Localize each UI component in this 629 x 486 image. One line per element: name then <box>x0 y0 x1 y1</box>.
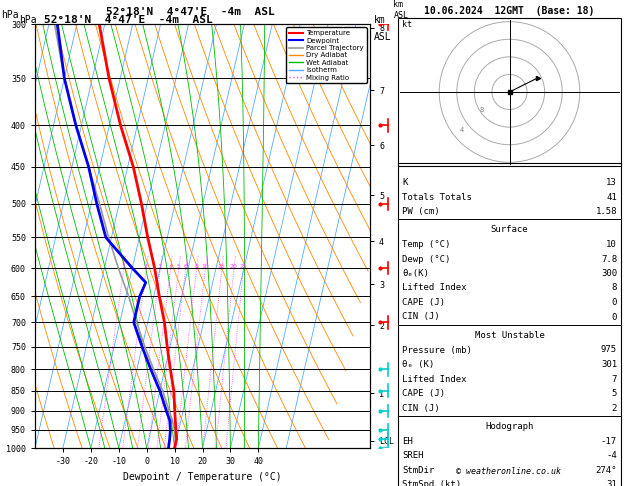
Text: 300: 300 <box>601 269 617 278</box>
Text: 25: 25 <box>240 264 247 269</box>
Text: 0: 0 <box>611 298 617 307</box>
Text: 7.8: 7.8 <box>601 255 617 263</box>
Text: 4: 4 <box>460 127 464 133</box>
Text: 2: 2 <box>144 264 148 269</box>
Bar <box>398 163 621 486</box>
Text: 1.58: 1.58 <box>596 207 617 216</box>
Text: 52°18'N  4°47'E  -4m  ASL: 52°18'N 4°47'E -4m ASL <box>106 7 274 17</box>
Text: 41: 41 <box>606 192 617 202</box>
Text: Pressure (mb): Pressure (mb) <box>402 346 472 354</box>
Text: hPa: hPa <box>19 15 36 25</box>
Text: CIN (J): CIN (J) <box>402 403 440 413</box>
Text: 2: 2 <box>611 403 617 413</box>
Text: CAPE (J): CAPE (J) <box>402 389 445 398</box>
Text: 52°18'N  4°47'E  -4m  ASL: 52°18'N 4°47'E -4m ASL <box>44 15 213 25</box>
Text: Temp (°C): Temp (°C) <box>402 240 450 249</box>
Text: EH: EH <box>402 436 413 446</box>
Text: hPa: hPa <box>1 10 19 20</box>
Text: 301: 301 <box>601 360 617 369</box>
Text: Lifted Index: Lifted Index <box>402 375 467 383</box>
Text: 15: 15 <box>218 264 226 269</box>
Text: 8: 8 <box>194 264 198 269</box>
Text: Dewp (°C): Dewp (°C) <box>402 255 450 263</box>
Text: 7: 7 <box>611 375 617 383</box>
Text: θₑ(K): θₑ(K) <box>402 269 429 278</box>
X-axis label: Dewpoint / Temperature (°C): Dewpoint / Temperature (°C) <box>123 471 282 482</box>
Text: -17: -17 <box>601 436 617 446</box>
Text: θₑ (K): θₑ (K) <box>402 360 434 369</box>
Text: km: km <box>374 15 386 25</box>
Text: PW (cm): PW (cm) <box>402 207 440 216</box>
Text: -4: -4 <box>606 451 617 460</box>
Legend: Temperature, Dewpoint, Parcel Trajectory, Dry Adiabat, Wet Adiabat, Isotherm, Mi: Temperature, Dewpoint, Parcel Trajectory… <box>286 28 367 84</box>
Text: © weatheronline.co.uk: © weatheronline.co.uk <box>457 467 562 476</box>
Text: 3: 3 <box>158 264 162 269</box>
Text: 274°: 274° <box>596 466 617 474</box>
Text: 8: 8 <box>479 107 484 113</box>
Text: 4: 4 <box>169 264 172 269</box>
Text: 1: 1 <box>121 264 125 269</box>
Text: SREH: SREH <box>402 451 423 460</box>
Text: CIN (J): CIN (J) <box>402 312 440 322</box>
Text: kt: kt <box>402 20 412 29</box>
Bar <box>398 18 621 166</box>
Text: Surface: Surface <box>491 226 528 235</box>
Text: 8: 8 <box>611 283 617 293</box>
Text: Lifted Index: Lifted Index <box>402 283 467 293</box>
Text: 10: 10 <box>606 240 617 249</box>
Text: 20: 20 <box>230 264 238 269</box>
Text: Hodograph: Hodograph <box>486 422 533 431</box>
Text: StmSpd (kt): StmSpd (kt) <box>402 480 461 486</box>
Text: StmDir: StmDir <box>402 466 434 474</box>
Text: Most Unstable: Most Unstable <box>474 331 545 340</box>
Text: ASL: ASL <box>374 32 392 42</box>
Text: 13: 13 <box>606 178 617 187</box>
Text: km
ASL: km ASL <box>394 0 408 20</box>
Text: Totals Totals: Totals Totals <box>402 192 472 202</box>
Text: 5: 5 <box>177 264 181 269</box>
Text: 0: 0 <box>611 312 617 322</box>
Text: 5: 5 <box>611 389 617 398</box>
Text: 6: 6 <box>184 264 187 269</box>
Text: K: K <box>402 178 408 187</box>
Text: 975: 975 <box>601 346 617 354</box>
Text: 31: 31 <box>606 480 617 486</box>
Text: CAPE (J): CAPE (J) <box>402 298 445 307</box>
Text: 10: 10 <box>201 264 209 269</box>
Text: 10.06.2024  12GMT  (Base: 18): 10.06.2024 12GMT (Base: 18) <box>424 6 594 16</box>
